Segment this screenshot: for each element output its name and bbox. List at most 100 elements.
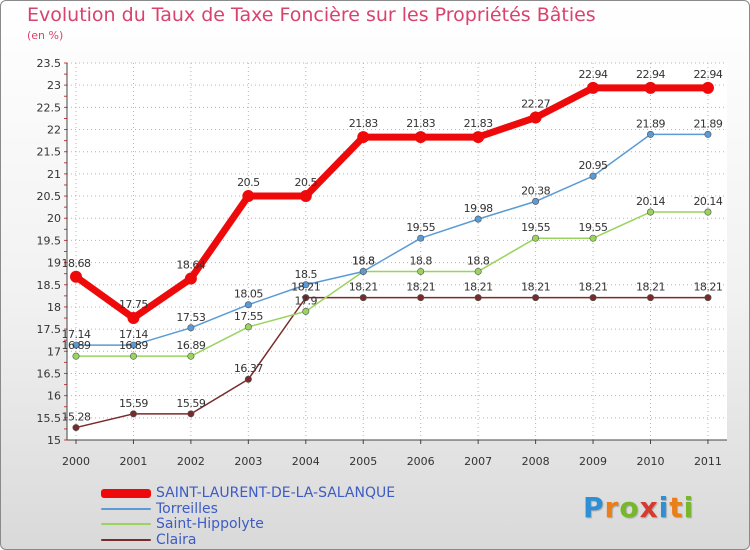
logo-letter: P [583,491,605,524]
data-point-saint-laurent [242,190,255,203]
legend-label-saint-laurent: SAINT-LAURENT-DE-LA-SALANQUE [156,485,396,501]
series-line-torreilles [75,133,709,346]
data-point-saint-laurent [70,270,82,283]
y-tick-label: 15 [47,434,61,447]
data-point-saint-hippolyte [646,208,654,216]
y-tick-label: 17.5 [37,323,62,336]
data-label-claira: 18.21 [406,281,435,294]
data-point-saint-hippolyte [187,352,195,360]
data-point-torreilles [187,324,195,332]
data-label-torreilles: 17.14 [119,328,148,341]
data-label-torreilles: 20.95 [579,159,608,172]
data-point-saint-laurent [299,190,312,203]
y-tick-label: 16 [47,390,61,403]
data-point-saint-laurent [184,272,197,285]
data-point-claira [72,424,80,432]
y-tick-label: 21 [47,168,61,181]
data-point-torreilles [129,341,137,349]
data-point-claira [359,294,367,302]
data-point-torreilles [72,341,80,349]
y-tick-label: 16.5 [37,367,62,380]
proxiti-logo: Proxiti [583,491,694,524]
data-label-saint-laurent: 22.94 [693,68,722,81]
data-label-saint-hippolyte: 17.55 [234,310,263,323]
series-line-saint-laurent [72,84,712,322]
data-point-torreilles [417,234,425,242]
data-label-saint-laurent: 20.5 [237,176,260,189]
data-label-torreilles: 21.89 [636,117,665,130]
data-label-torreilles: 17.53 [176,311,205,324]
y-tick-label: 15.5 [37,412,62,425]
data-point-torreilles [704,130,712,138]
data-label-claira: 15.28 [62,411,91,424]
data-point-saint-hippolyte [72,352,80,360]
data-label-claira: 18.21 [521,281,550,294]
data-point-claira [646,294,654,302]
data-label-claira: 18.21 [291,281,320,294]
data-label-saint-hippolyte: 18.8 [352,254,375,267]
data-label-saint-laurent: 22.94 [579,68,608,81]
x-tick-label: 2001 [119,455,147,468]
x-tick-label: 2006 [407,455,435,468]
data-label-torreilles: 18.5 [295,268,318,281]
data-point-claira [589,294,597,302]
y-tick-label: 18 [47,301,61,314]
data-point-torreilles [244,301,252,309]
logo-letter: x [639,491,659,524]
data-point-claira [474,294,482,302]
data-label-torreilles: 21.89 [693,117,722,130]
data-point-claira [302,294,310,302]
data-point-saint-laurent [357,131,370,144]
data-label-torreilles: 18.8 [352,254,375,267]
data-point-torreilles [589,172,597,180]
data-point-saint-laurent [127,312,140,325]
data-point-saint-hippolyte [589,234,597,242]
data-label-saint-hippolyte: 16.89 [176,339,205,352]
data-point-claira [244,375,252,383]
data-label-torreilles: 19.55 [406,221,435,234]
y-tick-label: 17 [47,345,61,358]
legend-swatch-torreilles [101,508,151,510]
data-label-saint-hippolyte: 18.8 [467,254,490,267]
data-point-saint-laurent [701,81,714,94]
data-point-claira [417,294,425,302]
x-tick-label: 2000 [62,455,90,468]
y-tick-label: 18.5 [37,279,62,292]
data-point-torreilles [474,215,482,223]
data-label-claira: 15.59 [119,397,148,410]
x-tick-label: 2005 [349,455,377,468]
data-point-saint-laurent [587,81,600,94]
data-label-claira: 18.21 [349,281,378,294]
legend-swatch-saint-laurent [101,489,151,498]
data-label-saint-laurent: 17.75 [119,298,148,311]
data-label-saint-hippolyte: 19.55 [521,221,550,234]
data-label-claira: 15.59 [176,397,205,410]
y-tick-label: 19 [47,257,61,270]
data-point-torreilles [532,197,540,205]
y-tick-label: 20 [47,212,61,225]
data-label-saint-laurent: 21.83 [464,117,493,130]
data-label-claira: 18.21 [579,281,608,294]
data-label-claira: 18.21 [693,281,722,294]
data-label-saint-laurent: 18.68 [62,257,91,270]
data-label-claira: 18.21 [464,281,493,294]
y-tick-label: 21.5 [37,146,62,159]
data-label-saint-laurent: 21.83 [349,117,378,130]
x-tick-label: 2004 [292,455,320,468]
y-tick-label: 23 [47,79,61,92]
data-label-saint-hippolyte: 20.14 [636,195,665,208]
data-point-saint-hippolyte [704,208,712,216]
data-label-saint-hippolyte: 20.14 [693,195,722,208]
data-point-saint-hippolyte [129,352,137,360]
x-tick-label: 2011 [694,455,722,468]
legend-swatch-claira [101,539,151,541]
data-label-saint-laurent: 22.94 [636,68,665,81]
series-line-claira [75,296,709,429]
data-label-saint-laurent: 20.5 [295,176,318,189]
data-label-saint-laurent: 21.83 [406,117,435,130]
data-point-claira [129,410,137,418]
y-tick-label: 22 [47,124,61,137]
data-point-claira [532,294,540,302]
data-point-saint-hippolyte [302,307,310,315]
